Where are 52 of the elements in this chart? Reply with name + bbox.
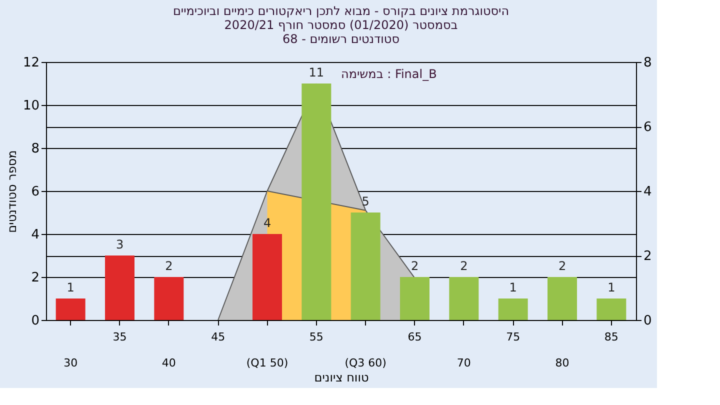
data-label: 1 [66, 280, 74, 294]
text: היסטוגרמת ציונים בקורס - מבוא לתכן ריאקטורים כימיים וביוכימיים [172, 4, 510, 18]
y-tick-label: 6 [31, 184, 40, 200]
x-tick-label: (Q3 60) [344, 356, 386, 370]
x-tick-label: 30 [64, 356, 78, 370]
data-label: 1 [509, 280, 517, 294]
y2-tick-label: 8 [644, 56, 652, 70]
data-label: 2 [165, 259, 173, 273]
x-tick-label: (Q1 50) [246, 356, 288, 370]
data-label: 2 [558, 259, 566, 273]
x-tick-label: 70 [456, 356, 471, 370]
x-tick-label: 45 [211, 330, 226, 344]
data-label: 2 [460, 259, 468, 273]
data-label: 2 [410, 259, 419, 273]
bar [252, 234, 282, 320]
y2-tick-label: 0 [644, 314, 652, 328]
data-label: 3 [116, 238, 124, 252]
x-tick-label: 40 [162, 356, 176, 370]
bar [596, 298, 626, 320]
x-tick-label: 75 [506, 330, 520, 344]
x-tick-label: 85 [604, 330, 618, 344]
bar [548, 277, 577, 320]
y2-tick-label: 6 [644, 120, 652, 135]
bar [154, 277, 184, 320]
bar [350, 212, 380, 320]
x-tick-label: 55 [309, 330, 324, 344]
text: בסמסטר (01/2020) סמסטר חורף 2020/21 [224, 18, 458, 32]
bar [400, 277, 430, 320]
x-tick-label: 35 [112, 330, 127, 344]
y-tick-label: 0 [31, 314, 40, 328]
y2-tick-label: 4 [644, 184, 652, 200]
y-tick-label: 4 [31, 228, 40, 242]
bar [56, 298, 86, 320]
annotation: במשימה : Final_B [341, 67, 437, 81]
bar [498, 298, 528, 320]
y-axis-title: מספר סטודנטים [4, 150, 19, 233]
y-tick-label: 2 [31, 270, 40, 286]
x-tick-label: 65 [408, 330, 422, 344]
y2-tick-label: 2 [644, 249, 652, 264]
y-tick-label: 10 [22, 98, 40, 114]
data-label: 4 [263, 216, 272, 230]
x-tick-label: 80 [555, 356, 570, 370]
data-label: 1 [608, 280, 616, 294]
bar [449, 277, 479, 320]
bar [105, 256, 134, 320]
x-axis-title: טווח ציונים [314, 370, 369, 384]
data-label: 11 [308, 66, 324, 80]
data-label: 5 [362, 194, 370, 208]
y-tick-label: 12 [22, 56, 40, 70]
bar [302, 84, 332, 320]
text: סטודנטים רשומים - 68 [282, 32, 400, 46]
y-tick-label: 8 [31, 142, 40, 156]
